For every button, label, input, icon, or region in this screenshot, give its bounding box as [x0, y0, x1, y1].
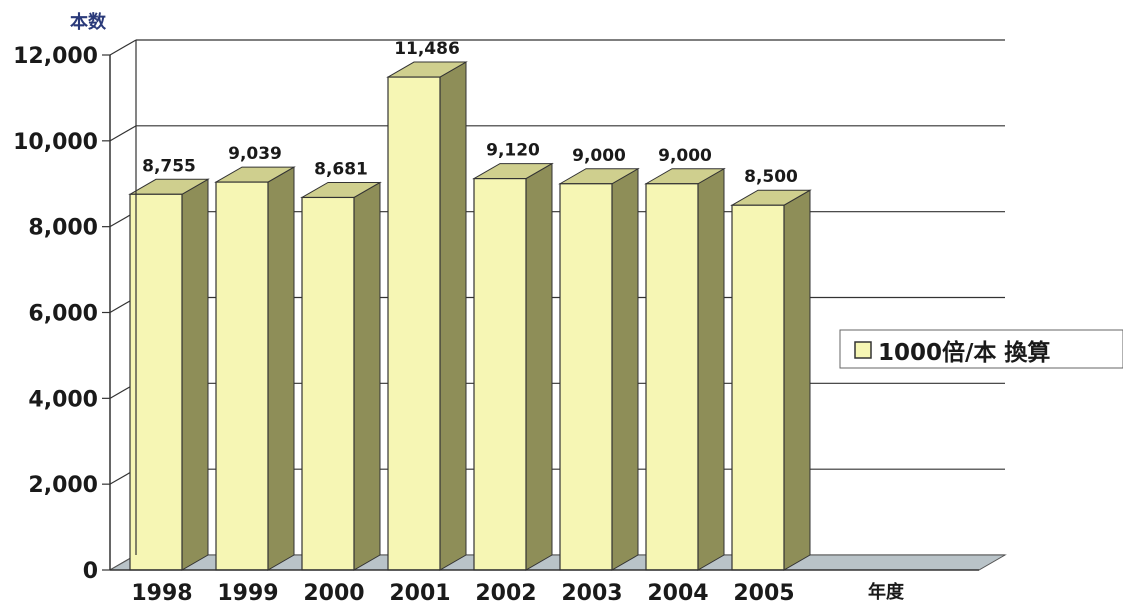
y-tick-label: 6,000 — [28, 302, 98, 327]
data-label: 9,000 — [658, 146, 712, 166]
y-tick-label: 4,000 — [28, 387, 98, 412]
bar — [731, 204, 785, 571]
gridline-diagonal — [109, 39, 137, 56]
bar — [129, 193, 183, 571]
x-tick-label: 2000 — [303, 581, 364, 603]
x-axis-title: 年度 — [868, 581, 905, 603]
value-labels: 8,755 9,039 8,681 11,486 9,120 9,000 9,000 8,50… — [142, 39, 798, 187]
y-tick-label: 8,000 — [28, 216, 98, 241]
legend-label: 1000倍/本 換算 — [878, 339, 1050, 366]
bar-side — [525, 162, 553, 571]
bar-side — [697, 167, 725, 571]
bar-side — [439, 61, 467, 571]
bar — [559, 183, 613, 571]
y-tick-label: 2,000 — [28, 473, 98, 498]
bar-side — [267, 166, 295, 571]
x-tick-label: 2002 — [475, 581, 536, 603]
bar-side — [353, 181, 381, 571]
bar-side — [783, 189, 811, 571]
x-tick-label: 2005 — [733, 581, 794, 603]
bar — [215, 181, 269, 571]
y-tick-label: 0 — [83, 559, 98, 584]
gridline-diagonal — [109, 125, 137, 142]
x-tick-label: 2004 — [647, 581, 708, 603]
data-label: 8,500 — [744, 167, 798, 187]
bar-side — [611, 167, 639, 571]
data-label: 8,681 — [314, 159, 368, 179]
bar — [645, 183, 699, 571]
y-tick-label: 12,000 — [13, 44, 98, 69]
axes: 0 2,000 4,000 6,000 8,000 10,000 12,000 1998 199… — [13, 40, 979, 606]
y-axis-title: 本数 — [70, 11, 107, 33]
x-tick-label: 2003 — [561, 581, 622, 603]
bar-side — [181, 178, 209, 571]
data-label: 9,120 — [486, 141, 540, 161]
x-tick-label: 1999 — [217, 581, 278, 603]
data-label: 11,486 — [394, 39, 460, 59]
legend: 1000倍/本 換算 — [839, 329, 1123, 369]
x-tick-label: 2001 — [389, 581, 450, 603]
bars — [128, 61, 812, 571]
y-tick-label: 10,000 — [13, 130, 98, 155]
bar — [473, 178, 527, 571]
data-label: 9,039 — [228, 144, 282, 164]
bar — [301, 196, 355, 571]
data-label: 8,755 — [142, 156, 196, 176]
bar — [387, 76, 441, 571]
x-tick-label: 1998 — [131, 581, 192, 603]
data-label: 9,000 — [572, 146, 626, 166]
legend-swatch — [854, 341, 872, 359]
legend-box — [839, 329, 1123, 369]
